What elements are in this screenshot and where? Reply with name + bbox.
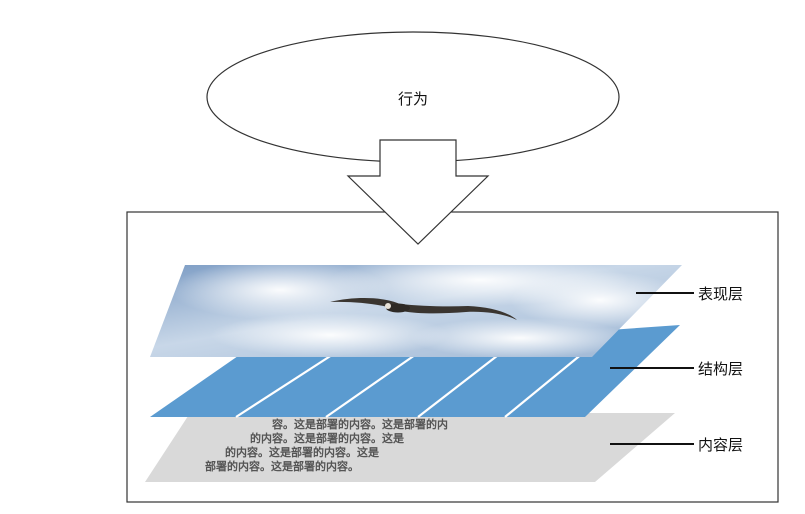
content-layer: 容。这是部署的内容。这是部署的内 的内容。这是部署的内容。这是 的内容。这是部署…: [145, 413, 675, 482]
content-text-line-3: 的内容。这是部署的内容。这是: [225, 445, 380, 459]
content-text-line-2: 的内容。这是部署的内容。这是: [250, 431, 405, 445]
sky-clouds: [170, 265, 682, 357]
content-text-line-1: 容。这是部署的内容。这是部署的内: [271, 417, 448, 431]
presentation-layer: [150, 265, 682, 357]
structure-divider-2: [325, 347, 426, 418]
layer-label-content: 内容层: [698, 436, 743, 454]
bird-icon: [330, 298, 517, 320]
structure-divider-1: [235, 352, 336, 418]
content-layer-plane: [145, 413, 675, 482]
layer-label-structure: 结构层: [698, 360, 743, 378]
content-text-line-4: 部署的内容。这是部署的内容。: [205, 459, 359, 473]
layers-frame: [126, 211, 779, 503]
layer-label-presentation: 表现层: [698, 285, 743, 303]
down-arrow-icon: [346, 139, 490, 245]
behavior-label: 行为: [398, 90, 428, 108]
